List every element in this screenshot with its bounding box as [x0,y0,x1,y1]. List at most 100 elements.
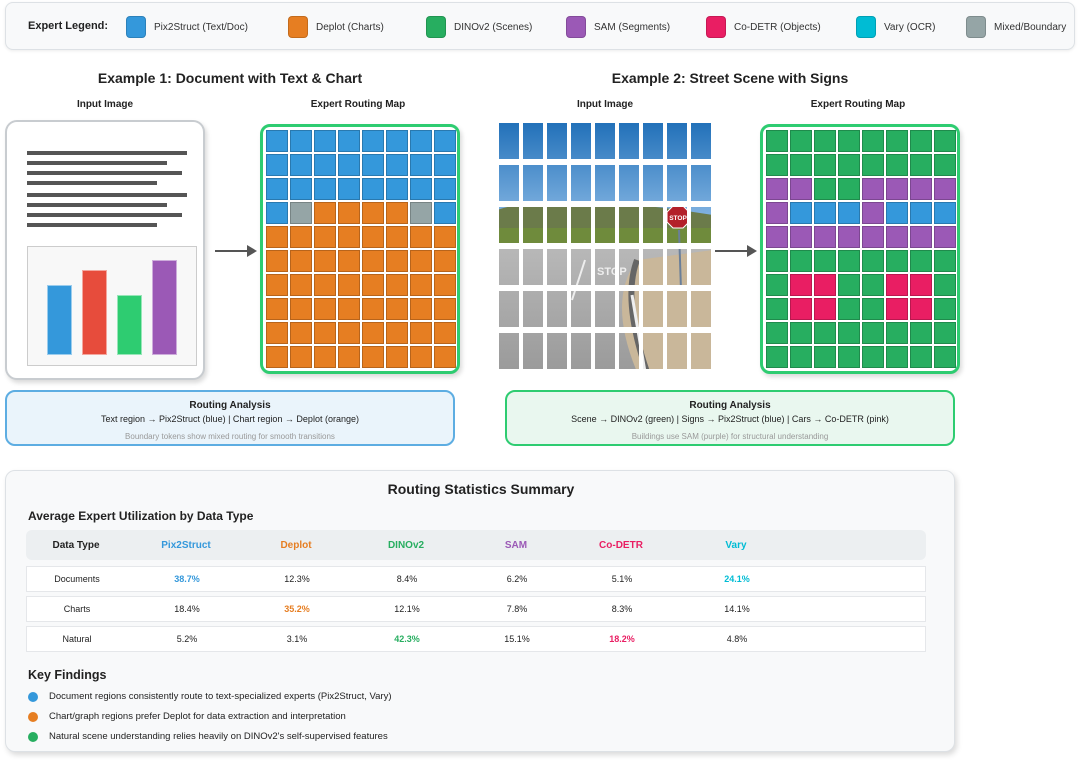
stop-sign-text: STOP [669,215,687,222]
arrow-right-icon [215,245,257,257]
table-header: Data Type Pix2Struct Deplot DINOv2 SAM Co-DET… [26,530,926,560]
column-header: Pix2Struct [161,539,211,551]
routing-cell [934,178,956,200]
analysis-note: Buildings use SAM (purple) for structura… [631,432,829,441]
road-marking-text: STOP [597,266,627,278]
routing-cell [862,226,884,248]
routing-cell [766,130,788,152]
routing-cell [434,322,456,344]
routing-cell [862,130,884,152]
finding-item: Chart/graph regions prefer Deplot for da… [28,711,346,722]
routing-cell [814,226,836,248]
routing-cell [410,346,432,368]
legend-label: SAM (Segments) [594,21,671,33]
routing-cell [910,202,932,224]
routing-cell [434,178,456,200]
routing-cell [934,130,956,152]
routing-cell [410,202,432,224]
routing-cell [434,226,456,248]
routing-cell [266,226,288,248]
finding-item: Natural scene understanding relies heavi… [28,731,388,742]
routing-cell [410,250,432,272]
routing-cell [290,154,312,176]
analysis-text: Scene → DINOv2 (green) | Signs → Pix2Str… [571,414,889,424]
legend-swatch [856,16,876,38]
routing-cell [838,274,860,296]
routing-cell [910,322,932,344]
routing-cell [886,154,908,176]
analysis-heading: Routing Analysis [189,400,271,411]
routing-cell [266,154,288,176]
routing-cell [266,130,288,152]
routing-cell [790,202,812,224]
routing-cell [386,130,408,152]
example1-analysis: Routing Analysis Text region → Pix2Struc… [5,390,455,446]
table-cell: 8.3% [611,604,633,614]
bullet-dot-icon [28,691,38,702]
routing-cell [410,322,432,344]
bullet-dot-icon [28,711,38,722]
routing-cell [862,154,884,176]
routing-cell [338,202,360,224]
routing-cell [814,346,836,368]
routing-cell [766,274,788,296]
legend-item: Co-DETR (Objects) [706,16,821,38]
legend-label: Mixed/Boundary [994,21,1067,33]
routing-cell [266,322,288,344]
routing-cell [434,250,456,272]
table-row: Documents 38.7% 12.3% 8.4% 6.2% 5.1% 24.1% [26,566,926,592]
legend-swatch [288,16,308,38]
routing-cell [814,322,836,344]
column-header: Co-DETR [599,539,643,551]
arrow-right-icon [715,245,757,257]
routing-cell [338,250,360,272]
routing-cell [362,202,384,224]
legend-label: Co-DETR (Objects) [734,21,821,33]
routing-cell [314,130,336,152]
routing-cell [386,154,408,176]
routing-cell [290,202,312,224]
finding-text: Natural scene understanding relies heavi… [49,731,388,742]
table-cell: 5.2% [176,634,198,644]
routing-cell [266,346,288,368]
routing-cell [886,298,908,320]
routing-cell [790,178,812,200]
routing-cell [790,274,812,296]
routing-cell [338,346,360,368]
routing-cell [314,226,336,248]
routing-cell [362,154,384,176]
routing-cell [338,322,360,344]
routing-cell [934,322,956,344]
table-cell: 6.2% [506,574,528,584]
stats-title: Routing Statistics Summary [387,481,575,497]
finding-text: Document regions consistently route to t… [49,691,392,702]
routing-cell [814,202,836,224]
document-bar-chart [27,246,197,366]
routing-cell [886,346,908,368]
routing-cell [386,322,408,344]
routing-cell [314,202,336,224]
routing-cell [910,274,932,296]
analysis-note: Boundary tokens show mixed routing for s… [125,432,335,441]
routing-cell [838,226,860,248]
routing-cell [362,346,384,368]
routing-cell [790,298,812,320]
table-row: Charts 18.4% 35.2% 12.1% 7.8% 8.3% 14.1% [26,596,926,622]
routing-cell [814,178,836,200]
legend-swatch [966,16,986,38]
routing-cell [934,346,956,368]
routing-cell [386,274,408,296]
routing-cell [910,346,932,368]
routing-cell [386,178,408,200]
routing-cell [766,250,788,272]
legend-label: Vary (OCR) [884,21,936,33]
routing-cell [410,274,432,296]
routing-cell [766,226,788,248]
table-cell: 4.8% [726,634,748,644]
routing-cell [766,322,788,344]
legend-swatch [126,16,146,38]
table-cell: 12.3% [284,574,310,584]
routing-cell [314,274,336,296]
routing-cell [314,298,336,320]
routing-cell [838,346,860,368]
